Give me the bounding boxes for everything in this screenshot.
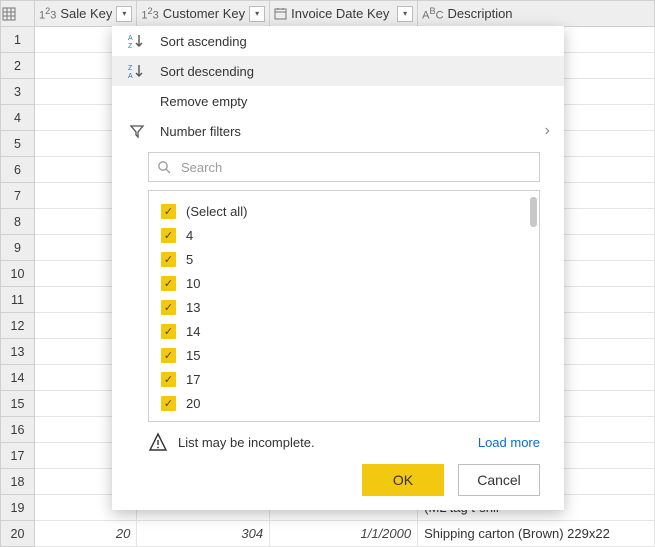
filter-value-label: 5	[186, 252, 193, 267]
search-input[interactable]	[179, 159, 531, 176]
row-number: 12	[1, 313, 35, 339]
row-number: 8	[1, 209, 35, 235]
filter-value-label: 13	[186, 300, 200, 315]
menu-label: Sort ascending	[160, 34, 550, 49]
filter-value-label: 20	[186, 396, 200, 411]
checkbox-checked-icon[interactable]: ✓	[161, 252, 176, 267]
ok-button[interactable]: OK	[362, 464, 444, 496]
column-name: Customer Key	[163, 6, 245, 21]
load-more-link[interactable]: Load more	[478, 435, 540, 450]
checkbox-checked-icon[interactable]: ✓	[161, 204, 176, 219]
svg-text:Z: Z	[128, 65, 133, 72]
row-number: 16	[1, 417, 35, 443]
filter-check-item[interactable]: ✓ 20	[157, 391, 531, 415]
column-name: Invoice Date Key	[291, 6, 393, 21]
column-dropdown-button[interactable]: ▾	[397, 6, 413, 22]
filter-check-item[interactable]: ✓ 13	[157, 295, 531, 319]
menu-label: Sort descending	[160, 64, 550, 79]
search-box[interactable]	[148, 152, 540, 182]
row-number: 20	[1, 521, 35, 547]
header-row: 123 Sale Key ▾ 123 Customer Key ▾ Invoic…	[1, 1, 655, 27]
checkbox-checked-icon[interactable]: ✓	[161, 228, 176, 243]
row-number: 6	[1, 157, 35, 183]
cell-invoice-date[interactable]: 1/1/2000	[270, 521, 418, 547]
filter-check-item[interactable]: ✓4	[157, 223, 531, 247]
row-number: 2	[1, 53, 35, 79]
column-header-sale-key[interactable]: 123 Sale Key ▾	[35, 1, 137, 27]
svg-text:A: A	[128, 35, 133, 42]
sort-asc-icon: A Z	[126, 33, 148, 49]
filter-value-label: 4	[186, 228, 193, 243]
checkbox-checked-icon[interactable]: ✓	[161, 300, 176, 315]
sort-desc-icon: Z A	[126, 63, 148, 79]
row-number: 5	[1, 131, 35, 157]
sort-descending-item[interactable]: Z A Sort descending	[112, 56, 564, 86]
row-number: 1	[1, 27, 35, 53]
column-name: Description	[448, 6, 650, 21]
filter-value-label: 15	[186, 348, 200, 363]
row-number: 13	[1, 339, 35, 365]
column-header-customer-key[interactable]: 123 Customer Key ▾	[137, 1, 270, 27]
scrollbar-thumb[interactable]	[530, 197, 537, 227]
column-name: Sale Key	[60, 6, 112, 21]
column-header-description[interactable]: ABC Description	[418, 1, 655, 27]
cell-description[interactable]: Shipping carton (Brown) 229x22	[418, 521, 655, 547]
column-dropdown-button[interactable]: ▾	[249, 6, 265, 22]
filter-value-label: (Select all)	[186, 204, 247, 219]
filter-check-item[interactable]: ✓ 17	[157, 367, 531, 391]
table-row[interactable]: 20203041/1/2000Shipping carton (Brown) 2…	[1, 521, 655, 547]
row-number: 9	[1, 235, 35, 261]
cell-sale-key[interactable]: 20	[35, 521, 137, 547]
remove-empty-item[interactable]: Remove empty	[112, 86, 564, 116]
row-number: 17	[1, 443, 35, 469]
filter-check-item[interactable]: ✓5	[157, 247, 531, 271]
checkbox-checked-icon[interactable]: ✓	[161, 372, 176, 387]
checkbox-checked-icon[interactable]: ✓	[161, 276, 176, 291]
checkbox-checked-icon[interactable]: ✓	[161, 396, 176, 411]
filter-value-label: 14	[186, 324, 200, 339]
svg-text:Z: Z	[128, 43, 133, 49]
corner-cell[interactable]	[1, 1, 35, 27]
chevron-right-icon: ›	[545, 122, 550, 140]
filter-icon	[126, 123, 148, 139]
menu-label: Remove empty	[160, 94, 550, 109]
checkbox-checked-icon[interactable]: ✓	[161, 348, 176, 363]
menu-label: Number filters	[160, 124, 533, 139]
column-header-invoice-date-key[interactable]: Invoice Date Key ▾	[270, 1, 418, 27]
row-number: 3	[1, 79, 35, 105]
row-number: 11	[1, 287, 35, 313]
sort-ascending-item[interactable]: A Z Sort ascending	[112, 26, 564, 56]
type-date-icon	[274, 7, 287, 20]
type-number-icon: 123	[141, 6, 158, 22]
number-filters-item[interactable]: Number filters ›	[112, 116, 564, 146]
row-number: 18	[1, 469, 35, 495]
filter-value-label: 10	[186, 276, 200, 291]
warning-icon	[148, 432, 168, 452]
column-filter-panel: A Z Sort ascending Z A Sort descending R…	[112, 26, 564, 510]
warning-text: List may be incomplete.	[178, 435, 315, 450]
column-dropdown-button[interactable]: ▾	[116, 6, 132, 22]
row-number: 10	[1, 261, 35, 287]
table-icon	[2, 7, 16, 21]
filter-checklist: ✓(Select all)✓4✓5✓10✓13✓14✓15✓17✓20	[148, 190, 540, 422]
search-icon	[157, 160, 171, 174]
filter-value-label: 17	[186, 372, 200, 387]
type-number-icon: 123	[39, 6, 56, 22]
row-number: 4	[1, 105, 35, 131]
row-number: 15	[1, 391, 35, 417]
filter-check-item[interactable]: ✓ 15	[157, 343, 531, 367]
svg-text:A: A	[128, 73, 133, 79]
checkbox-checked-icon[interactable]: ✓	[161, 324, 176, 339]
row-number: 7	[1, 183, 35, 209]
cell-customer-key[interactable]: 304	[137, 521, 270, 547]
row-number: 14	[1, 365, 35, 391]
row-number: 19	[1, 495, 35, 521]
type-text-icon: ABC	[422, 6, 443, 22]
cancel-button[interactable]: Cancel	[458, 464, 540, 496]
filter-check-item[interactable]: ✓ (Select all)	[157, 199, 531, 223]
filter-check-item[interactable]: ✓ 10	[157, 271, 531, 295]
filter-check-item[interactable]: ✓ 14	[157, 319, 531, 343]
